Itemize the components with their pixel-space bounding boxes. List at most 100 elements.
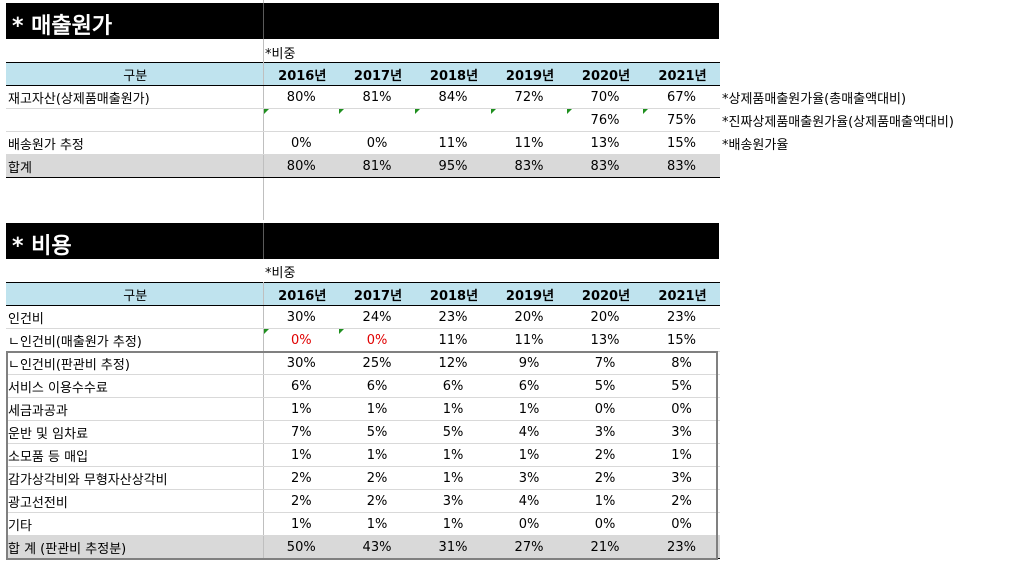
- cell[interactable]: 6%: [491, 374, 567, 398]
- cell[interactable]: 3%: [415, 489, 491, 513]
- row-label[interactable]: 배송원가 추정: [6, 131, 264, 155]
- cell[interactable]: 0%: [339, 131, 415, 155]
- cell[interactable]: 84%: [415, 85, 491, 109]
- cell[interactable]: 75%: [643, 108, 720, 132]
- cell[interactable]: 5%: [643, 374, 720, 398]
- row-label[interactable]: 광고선전비: [6, 489, 264, 513]
- cell[interactable]: 11%: [491, 328, 567, 352]
- cell[interactable]: [263, 108, 339, 132]
- total-cell[interactable]: 50%: [263, 535, 339, 559]
- cell[interactable]: 67%: [643, 85, 720, 109]
- total-cell[interactable]: 83%: [567, 154, 643, 178]
- cell[interactable]: 1%: [339, 512, 415, 536]
- cell[interactable]: 5%: [415, 420, 491, 444]
- cell[interactable]: 3%: [567, 420, 643, 444]
- cell[interactable]: 2%: [567, 466, 643, 490]
- row-label[interactable]: 인건비: [6, 305, 264, 329]
- cell[interactable]: 5%: [339, 420, 415, 444]
- cell[interactable]: 0%: [339, 328, 415, 352]
- total-label[interactable]: 합계: [6, 154, 264, 178]
- cell[interactable]: 11%: [491, 131, 567, 155]
- total-cell[interactable]: 43%: [339, 535, 415, 559]
- total-cell[interactable]: 23%: [643, 535, 720, 559]
- total-label[interactable]: 합 계 (판관비 추정분): [6, 535, 264, 559]
- cell[interactable]: 1%: [643, 443, 720, 467]
- cell[interactable]: 7%: [263, 420, 339, 444]
- cell[interactable]: 3%: [491, 466, 567, 490]
- cell[interactable]: 5%: [567, 374, 643, 398]
- row-label[interactable]: 운반 및 임차료: [6, 420, 264, 444]
- cell[interactable]: 23%: [415, 305, 491, 329]
- row-label[interactable]: ㄴ인건비(매출원가 추정): [6, 328, 264, 352]
- cell[interactable]: 1%: [263, 397, 339, 421]
- row-label[interactable]: 재고자산(상제품매출원가): [6, 85, 264, 109]
- cell[interactable]: 20%: [567, 305, 643, 329]
- cell[interactable]: 1%: [263, 512, 339, 536]
- cell[interactable]: [491, 108, 567, 132]
- cell[interactable]: 80%: [263, 85, 339, 109]
- cell[interactable]: 1%: [491, 397, 567, 421]
- cell[interactable]: 1%: [415, 443, 491, 467]
- cell[interactable]: 2%: [643, 489, 720, 513]
- cell[interactable]: 1%: [567, 489, 643, 513]
- cell[interactable]: 15%: [643, 131, 720, 155]
- cell[interactable]: 1%: [263, 443, 339, 467]
- cell[interactable]: 4%: [491, 489, 567, 513]
- row-label[interactable]: 소모품 등 매입: [6, 443, 264, 467]
- cell[interactable]: [415, 108, 491, 132]
- row-label[interactable]: 서비스 이용수수료: [6, 374, 264, 398]
- row-label[interactable]: ㄴ인건비(판관비 추정): [6, 351, 264, 375]
- cell[interactable]: 25%: [339, 351, 415, 375]
- cell[interactable]: 1%: [491, 443, 567, 467]
- total-cell[interactable]: 21%: [567, 535, 643, 559]
- cell[interactable]: 9%: [491, 351, 567, 375]
- cell[interactable]: 24%: [339, 305, 415, 329]
- total-cell[interactable]: 80%: [263, 154, 339, 178]
- row-label[interactable]: [6, 108, 264, 132]
- cell[interactable]: 30%: [263, 305, 339, 329]
- cell[interactable]: 1%: [415, 512, 491, 536]
- cell[interactable]: 1%: [339, 443, 415, 467]
- cell[interactable]: 7%: [567, 351, 643, 375]
- cell[interactable]: 2%: [339, 489, 415, 513]
- cell[interactable]: 30%: [263, 351, 339, 375]
- total-cell[interactable]: 83%: [643, 154, 720, 178]
- cell[interactable]: 0%: [263, 328, 339, 352]
- cell[interactable]: 8%: [643, 351, 720, 375]
- cell[interactable]: 2%: [567, 443, 643, 467]
- total-cell[interactable]: 31%: [415, 535, 491, 559]
- cell[interactable]: 23%: [643, 305, 720, 329]
- row-label[interactable]: 기타: [6, 512, 264, 536]
- cell[interactable]: 15%: [643, 328, 720, 352]
- cell[interactable]: [339, 108, 415, 132]
- cell[interactable]: 11%: [415, 328, 491, 352]
- cell[interactable]: 0%: [263, 131, 339, 155]
- total-cell[interactable]: 27%: [491, 535, 567, 559]
- cell[interactable]: 81%: [339, 85, 415, 109]
- cell[interactable]: 20%: [491, 305, 567, 329]
- cell[interactable]: 1%: [415, 397, 491, 421]
- cell[interactable]: 12%: [415, 351, 491, 375]
- cell[interactable]: 1%: [339, 397, 415, 421]
- cell[interactable]: 76%: [567, 108, 643, 132]
- cell[interactable]: 2%: [339, 466, 415, 490]
- total-cell[interactable]: 81%: [339, 154, 415, 178]
- cell[interactable]: 70%: [567, 85, 643, 109]
- cell[interactable]: 1%: [415, 466, 491, 490]
- cell[interactable]: 0%: [491, 512, 567, 536]
- cell[interactable]: 6%: [415, 374, 491, 398]
- cell[interactable]: 0%: [567, 512, 643, 536]
- cell[interactable]: 0%: [643, 512, 720, 536]
- cell[interactable]: 11%: [415, 131, 491, 155]
- row-label[interactable]: 세금과공과: [6, 397, 264, 421]
- cell[interactable]: 72%: [491, 85, 567, 109]
- cell[interactable]: 4%: [491, 420, 567, 444]
- total-cell[interactable]: 95%: [415, 154, 491, 178]
- cell[interactable]: 6%: [339, 374, 415, 398]
- cell[interactable]: 6%: [263, 374, 339, 398]
- cell[interactable]: 0%: [643, 397, 720, 421]
- cell[interactable]: 3%: [643, 420, 720, 444]
- cell[interactable]: 0%: [567, 397, 643, 421]
- total-cell[interactable]: 83%: [491, 154, 567, 178]
- cell[interactable]: 13%: [567, 328, 643, 352]
